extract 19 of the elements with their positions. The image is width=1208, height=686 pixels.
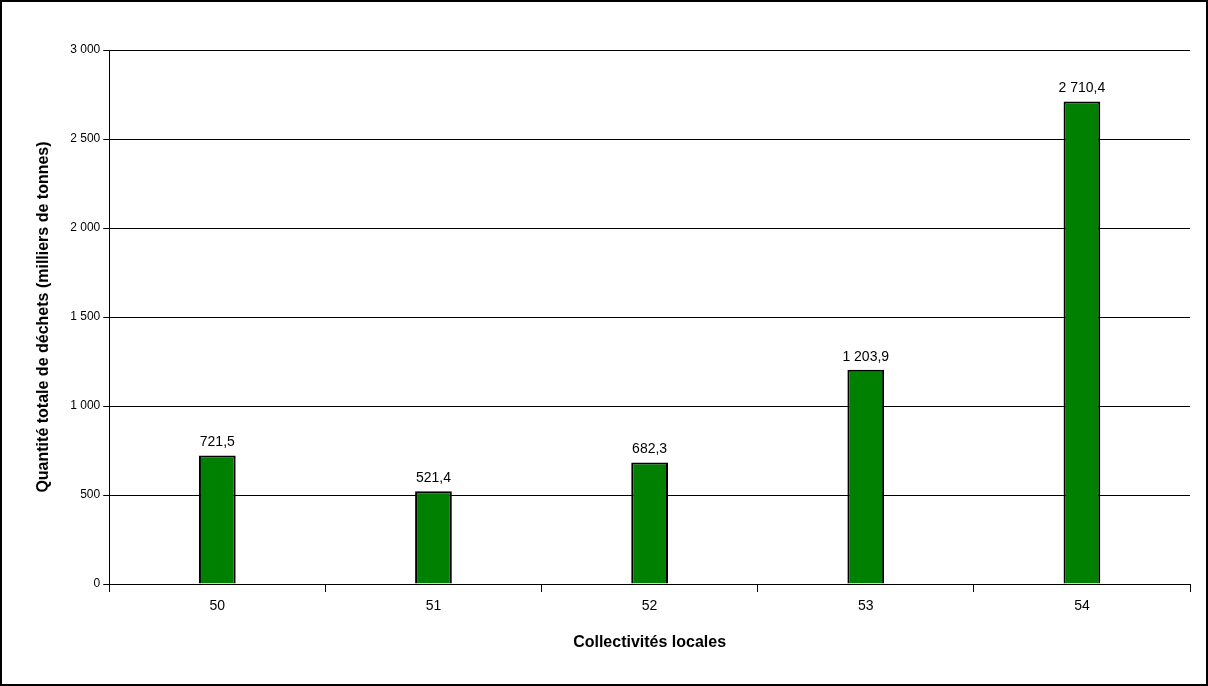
- x-tick-label: 52: [641, 597, 658, 614]
- x-axis-title: Collectivités locales: [573, 632, 727, 650]
- y-tick-label: 2 500: [70, 131, 101, 146]
- x-tick-label: 53: [857, 597, 874, 614]
- y-tick-label: 2 000: [70, 220, 101, 235]
- data-label: 521,4: [415, 469, 452, 486]
- y-tick-label: 3 000: [70, 42, 101, 57]
- data-label: 1 203,9: [842, 347, 890, 364]
- x-tick-label: 50: [209, 597, 226, 614]
- y-tick-label: 0: [93, 576, 101, 591]
- y-tick-label: 500: [80, 487, 101, 502]
- x-tick-label: 54: [1074, 597, 1090, 614]
- y-axis-title: Quantité totale de déchets (milliers de tonnes): [34, 141, 52, 493]
- y-tick-label: 1 000: [70, 398, 101, 413]
- y-tick-label: 1 500: [70, 309, 101, 324]
- data-label: 2 710,4: [1058, 79, 1106, 96]
- data-label: 721,5: [199, 433, 236, 450]
- x-tick-label: 51: [425, 597, 442, 614]
- data-label: 682,3: [632, 440, 668, 457]
